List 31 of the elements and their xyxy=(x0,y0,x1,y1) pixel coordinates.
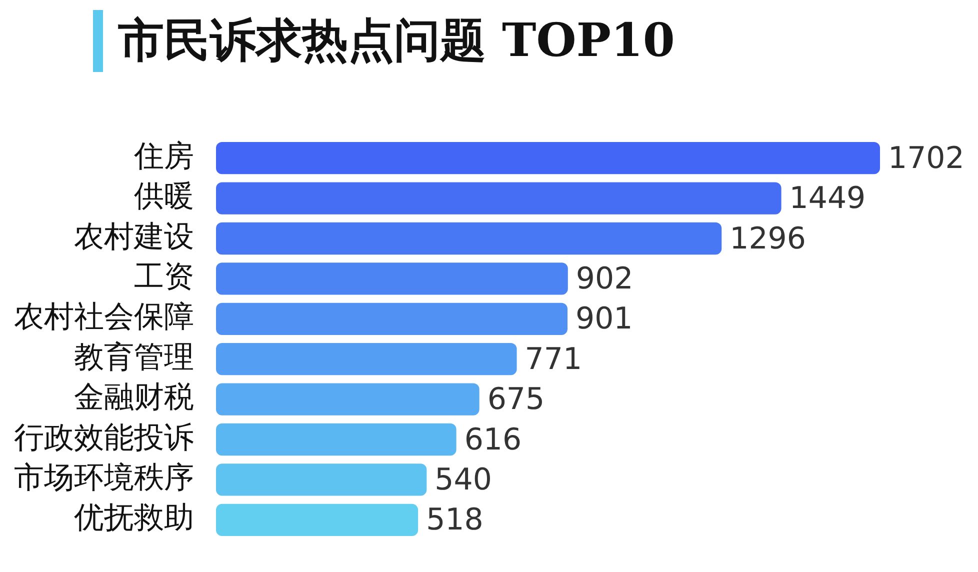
bar xyxy=(216,182,782,214)
y-tick-label: 市场环境秩序 xyxy=(14,460,194,496)
chart-title: 市民诉求热点问题 TOP10 xyxy=(118,12,675,69)
bar xyxy=(216,383,480,416)
y-tick-label: 工资 xyxy=(134,259,194,294)
bar xyxy=(216,302,568,335)
bar xyxy=(216,343,517,376)
bar xyxy=(216,262,568,295)
y-tick-label: 金融财税 xyxy=(74,380,194,416)
bar xyxy=(216,423,456,456)
data-label: 616 xyxy=(464,422,522,458)
data-label: 901 xyxy=(576,302,633,337)
data-label: 518 xyxy=(426,502,484,538)
y-tick-label: 行政效能投诉 xyxy=(14,420,194,456)
bar xyxy=(216,464,427,496)
bar xyxy=(216,504,418,536)
y-tick-label: 农村建设 xyxy=(74,219,194,254)
data-label: 1449 xyxy=(789,181,866,216)
y-tick-label: 教育管理 xyxy=(74,340,194,375)
y-tick-label: 优抚救助 xyxy=(74,500,194,536)
y-tick-label: 住房 xyxy=(133,138,194,174)
y-tick-label: 供暖 xyxy=(134,179,194,214)
data-label: 540 xyxy=(434,462,492,498)
data-label: 1702 xyxy=(888,140,964,176)
data-label: 675 xyxy=(487,382,545,418)
data-label: 902 xyxy=(576,261,634,296)
bar xyxy=(216,222,722,255)
bar xyxy=(216,142,880,174)
data-label: 1296 xyxy=(730,221,806,256)
y-tick-label: 农村社会保障 xyxy=(14,300,194,335)
data-label: 771 xyxy=(524,342,582,377)
